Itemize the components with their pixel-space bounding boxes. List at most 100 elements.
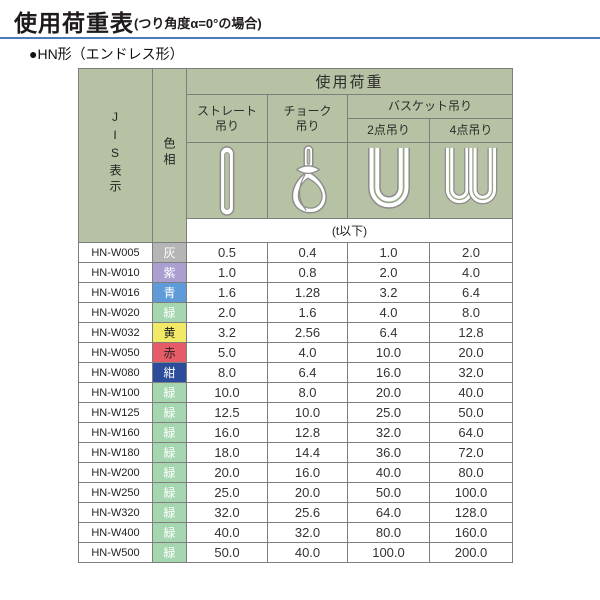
jis-cell: HN-W080 (78, 362, 153, 383)
basket4-value-cell: 72.0 (428, 442, 514, 463)
basket4-value-cell: 128.0 (428, 502, 514, 523)
hue-cell: 緑 (152, 382, 187, 403)
jis-cell: HN-W125 (78, 402, 153, 423)
hue-cell: 灰 (152, 242, 187, 263)
basket2-value-cell: 1.0 (347, 242, 430, 263)
header-row-icons (79, 142, 514, 219)
table-row: HN-W032 黄 3.2 2.56 6.4 12.8 (78, 322, 514, 343)
page-title: 使用荷重表(つり角度α=0°の場合) (14, 4, 262, 38)
jis-cell: HN-W180 (78, 442, 153, 463)
basket2-value-cell: 6.4 (347, 322, 430, 343)
table-row: HN-W010 紫 1.0 0.8 2.0 4.0 (78, 262, 514, 283)
basket2-value-cell: 3.2 (347, 282, 430, 303)
straight-value-cell: 0.5 (186, 242, 268, 263)
unit-note-cell: (t以下) (185, 218, 514, 243)
table-row: HN-W400 緑 40.0 32.0 80.0 160.0 (78, 522, 514, 543)
basket2-value-cell: 16.0 (347, 362, 430, 383)
working-load-table: JIS表示 色相 使用荷重 ストレート 吊り チョーク 吊り バスケット吊り 2点吊… (78, 68, 514, 563)
basket-2point-icon (367, 147, 410, 209)
choker-value-cell: 0.4 (267, 242, 348, 263)
basket4-value-cell: 100.0 (428, 482, 514, 503)
choker-value-cell: 10.0 (267, 402, 348, 423)
basket4-value-cell: 40.0 (428, 382, 514, 403)
header-row-main: JIS表示 色相 使用荷重 (78, 68, 514, 243)
straight-value-cell: 20.0 (186, 462, 268, 483)
jis-cell: HN-W100 (78, 382, 153, 403)
choker-hitch-header: チョーク 吊り (267, 94, 348, 143)
straight-hitch-label-2: 吊り (214, 118, 239, 133)
basket4-value-cell: 6.4 (428, 282, 514, 303)
table-row: HN-W500 緑 50.0 40.0 100.0 200.0 (78, 542, 514, 563)
choker-sling-icon-cell (267, 142, 348, 219)
basket-4point-header: 4点吊り (428, 118, 514, 143)
table-row: HN-W005 灰 0.5 0.4 1.0 2.0 (78, 242, 514, 263)
table-row: HN-W180 緑 18.0 14.4 36.0 72.0 (78, 442, 514, 463)
title-divider (0, 37, 600, 39)
straight-value-cell: 2.0 (186, 302, 268, 323)
choker-value-cell: 20.0 (267, 482, 348, 503)
jis-cell: HN-W320 (78, 502, 153, 523)
jis-cell: HN-W160 (78, 422, 153, 443)
hue-cell: 緑 (152, 482, 187, 503)
straight-value-cell: 1.0 (186, 262, 268, 283)
straight-value-cell: 32.0 (186, 502, 268, 523)
choker-hitch-label-2: 吊り (295, 118, 320, 133)
jis-header-cell: JIS表示 (78, 68, 153, 243)
basket-2point-icon-cell (347, 142, 430, 219)
hue-cell: 紺 (152, 362, 187, 383)
basket2-value-cell: 64.0 (347, 502, 430, 523)
basket-4point-icon-cell (428, 142, 514, 219)
straight-hitch-label-1: ストレート (196, 103, 257, 118)
table-header: JIS表示 色相 使用荷重 ストレート 吊り チョーク 吊り バスケット吊り 2点吊… (78, 68, 514, 243)
choker-value-cell: 40.0 (267, 542, 348, 563)
hue-cell: 赤 (152, 342, 187, 363)
table-row: HN-W250 緑 25.0 20.0 50.0 100.0 (78, 482, 514, 503)
table-row: HN-W125 緑 12.5 10.0 25.0 50.0 (78, 402, 514, 423)
basket-hitch-header: バスケット吊り (346, 94, 514, 119)
basket2-value-cell: 25.0 (347, 402, 430, 423)
basket2-value-cell: 10.0 (347, 342, 430, 363)
basket2-value-cell: 4.0 (347, 302, 430, 323)
basket-2point-header: 2点吊り (347, 118, 430, 143)
choker-value-cell: 14.4 (267, 442, 348, 463)
table-row: HN-W020 緑 2.0 1.6 4.0 8.0 (78, 302, 514, 323)
jis-cell: HN-W010 (78, 262, 153, 283)
hue-cell: 緑 (152, 502, 187, 523)
straight-value-cell: 1.6 (186, 282, 268, 303)
straight-value-cell: 40.0 (186, 522, 268, 543)
straight-value-cell: 12.5 (186, 402, 268, 423)
jis-cell: HN-W200 (78, 462, 153, 483)
straight-value-cell: 16.0 (186, 422, 268, 443)
straight-value-cell: 3.2 (186, 322, 268, 343)
basket2-value-cell: 2.0 (347, 262, 430, 283)
straight-value-cell: 8.0 (186, 362, 268, 383)
table-row: HN-W100 緑 10.0 8.0 20.0 40.0 (78, 382, 514, 403)
basket2-value-cell: 36.0 (347, 442, 430, 463)
table-row: HN-W160 緑 16.0 12.8 32.0 64.0 (78, 422, 514, 443)
straight-sling-icon-cell (186, 142, 268, 219)
hue-cell: 緑 (152, 542, 187, 563)
basket4-value-cell: 64.0 (428, 422, 514, 443)
choker-value-cell: 32.0 (267, 522, 348, 543)
basket2-value-cell: 40.0 (347, 462, 430, 483)
header-row-basket-split: 2点吊り 4点吊り (79, 118, 514, 143)
choker-value-cell: 6.4 (267, 362, 348, 383)
header-row-hitch: ストレート 吊り チョーク 吊り バスケット吊り (79, 94, 514, 143)
hue-cell: 青 (152, 282, 187, 303)
basket2-value-cell: 100.0 (347, 542, 430, 563)
jis-header-label: JIS表示 (108, 110, 122, 196)
choker-value-cell: 8.0 (267, 382, 348, 403)
page-title-text: 使用荷重表 (14, 10, 134, 36)
choker-value-cell: 2.56 (267, 322, 348, 343)
basket2-value-cell: 80.0 (347, 522, 430, 543)
basket2-value-cell: 20.0 (347, 382, 430, 403)
jis-cell: HN-W032 (78, 322, 153, 343)
choker-value-cell: 1.28 (267, 282, 348, 303)
choker-value-cell: 0.8 (267, 262, 348, 283)
choker-value-cell: 1.6 (267, 302, 348, 323)
straight-value-cell: 10.0 (186, 382, 268, 403)
jis-cell: HN-W005 (78, 242, 153, 263)
hue-cell: 緑 (152, 302, 187, 323)
hue-cell: 緑 (152, 442, 187, 463)
basket4-value-cell: 20.0 (428, 342, 514, 363)
